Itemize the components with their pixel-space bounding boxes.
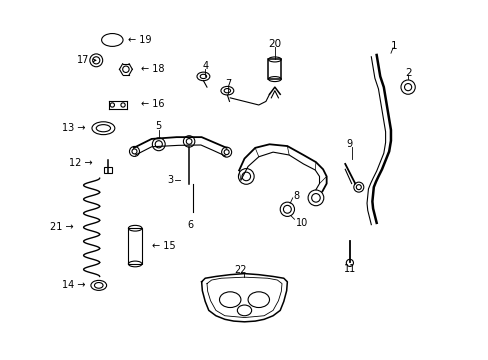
Text: 4: 4: [202, 61, 208, 71]
Text: 14 →: 14 →: [62, 280, 85, 291]
Text: 8: 8: [293, 191, 299, 201]
Text: 17: 17: [77, 55, 89, 65]
Text: ← 16: ← 16: [141, 99, 164, 109]
Text: 2: 2: [404, 68, 410, 78]
Bar: [104, 167, 111, 173]
Text: 3: 3: [166, 175, 173, 185]
Text: 22: 22: [234, 265, 246, 275]
Text: 20: 20: [268, 39, 281, 49]
Bar: [268, 59, 281, 79]
Text: ← 15: ← 15: [151, 241, 175, 251]
Text: 9: 9: [346, 139, 352, 149]
Text: 10: 10: [295, 218, 307, 228]
Bar: [128, 228, 142, 264]
Text: 7: 7: [225, 78, 231, 89]
Text: ← 18: ← 18: [141, 64, 164, 73]
Text: 13 →: 13 →: [62, 123, 85, 133]
Text: 11: 11: [343, 264, 355, 274]
Text: ← 19: ← 19: [128, 35, 152, 45]
Text: 12 →: 12 →: [69, 158, 93, 168]
Text: 5: 5: [155, 121, 162, 131]
Text: 1: 1: [390, 41, 397, 51]
Text: 6: 6: [187, 220, 194, 230]
Text: 21 →: 21 →: [50, 222, 74, 232]
